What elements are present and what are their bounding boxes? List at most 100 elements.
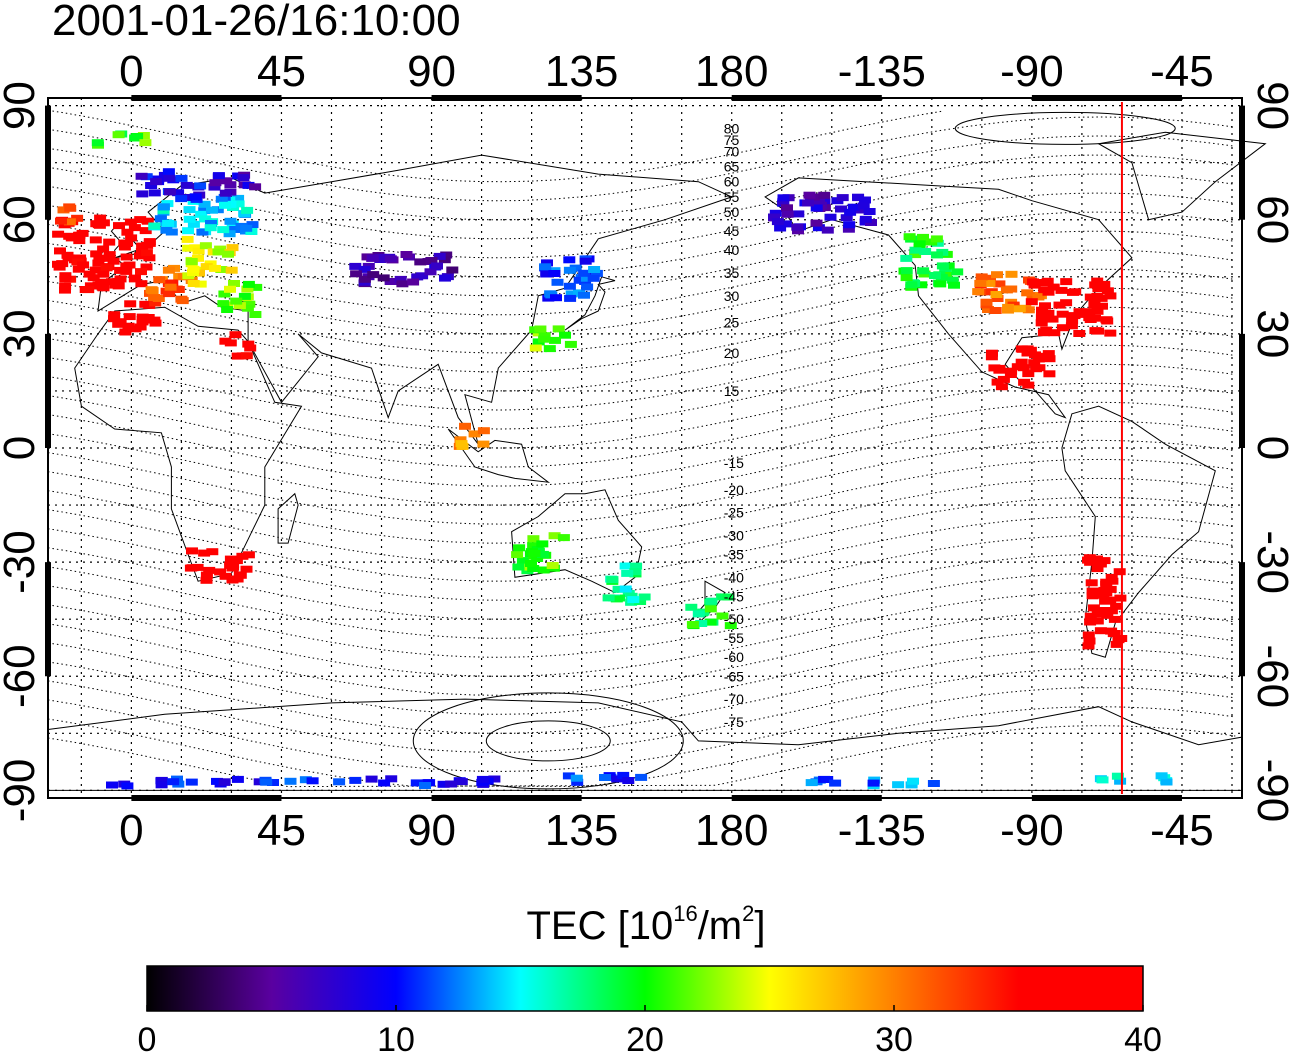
tec-cell [781,204,793,212]
coastline-japan [564,276,616,331]
tec-cell [236,552,249,560]
tec-cell [1015,358,1028,366]
tec-cell [200,263,213,271]
colorbar-title-end: ] [754,904,766,948]
tec-cell [1041,277,1054,285]
tec-cell [172,286,185,293]
tec-cell [153,276,166,284]
tec-cell [844,208,857,216]
lon-tick-label: 0 [119,806,143,855]
tec-cell [980,298,993,306]
lon-tick-labels-top: 0 45 90 135 180 -135 -90 -45 [119,47,1214,96]
map-grid [48,98,1242,798]
tec-cell [1060,299,1073,307]
magnetic-contours [47,109,1236,788]
tec-cell [167,778,180,786]
tec-cell [536,540,549,548]
tec-cell [774,224,787,232]
tec-cell [163,174,176,182]
tec-cell [695,620,708,627]
tec-cell [946,276,959,284]
coastline-africa [74,306,303,582]
colorbar-label: 30 [875,1021,913,1059]
tec-cell [246,221,259,229]
tec-cell [835,205,847,213]
tec-cell [154,215,167,223]
tec-cell [619,585,632,593]
tec-cell [141,217,154,225]
tec-cell [114,275,127,283]
tec-cell [231,775,244,783]
tec-cell [230,297,243,305]
tec-cell [138,315,151,323]
tec-cell [791,223,804,231]
tec-cell [1104,585,1117,593]
tec-cell [857,202,870,210]
tec-cell [106,278,118,286]
tec-cell [843,221,856,229]
tec-cell [94,214,107,222]
tec-cell [513,544,526,552]
tec-cell [198,200,211,208]
colorbar-label: 20 [626,1021,664,1059]
contour-label: 35 [724,265,740,281]
tec-cell [563,266,576,274]
tec-cell [83,270,96,278]
tec-cell [61,251,74,259]
tec-cell [1105,573,1118,581]
tec-cell [232,194,245,202]
tec-cell [863,208,876,215]
tec-cell [446,266,459,274]
tec-cell [350,270,363,278]
frame-bar-right [1239,105,1245,220]
tec-cell [400,251,413,258]
tec-cell [571,778,584,786]
tec-cell [1043,370,1056,378]
tec-cell [100,264,113,272]
coastline-antarctica [47,698,1243,791]
tec-cell [238,292,251,300]
tec-cell [385,775,398,783]
contour-label: 60 [724,174,740,190]
tec-cell [488,775,501,783]
tec-cell [777,194,790,202]
tec-cell [802,199,814,207]
tec-cell [1043,355,1056,363]
tec-cell [1111,772,1124,780]
tec-cell [991,295,1004,302]
tec-cell [119,328,132,336]
tec-cell [384,278,397,285]
tec-cell [1098,280,1111,288]
tec-cell [1011,363,1024,371]
tec-cell [92,282,105,290]
tec-cell [164,283,177,291]
tec-cell [267,779,279,786]
tec-cell [56,260,69,268]
tec-cell [243,300,256,308]
tec-cell [124,218,137,226]
tec-cell [194,182,207,190]
tec-cell [129,134,142,142]
tec-cell [299,776,312,784]
tec-cell [771,218,784,226]
tec-cell [411,273,424,281]
tec-cell [1085,557,1098,565]
tec-cell [836,194,849,202]
tec-cell [549,336,561,344]
contour-label: -75 [724,714,744,730]
tec-cell [206,548,219,556]
lon-tick-label: -90 [1000,806,1064,855]
tec-cell [209,179,222,187]
tec-cell [1002,303,1015,311]
tec-cell [813,197,825,205]
tec-cell [1000,286,1013,294]
tec-cell [228,226,241,233]
tec-cell [867,779,880,787]
tec-cell [1048,329,1061,337]
tec-cell [606,576,619,584]
tec-cell [989,307,1002,314]
tec-cell [716,593,729,601]
lon-tick-label: 180 [695,47,768,96]
tec-cell [242,340,255,348]
tec-cell [1094,627,1107,635]
